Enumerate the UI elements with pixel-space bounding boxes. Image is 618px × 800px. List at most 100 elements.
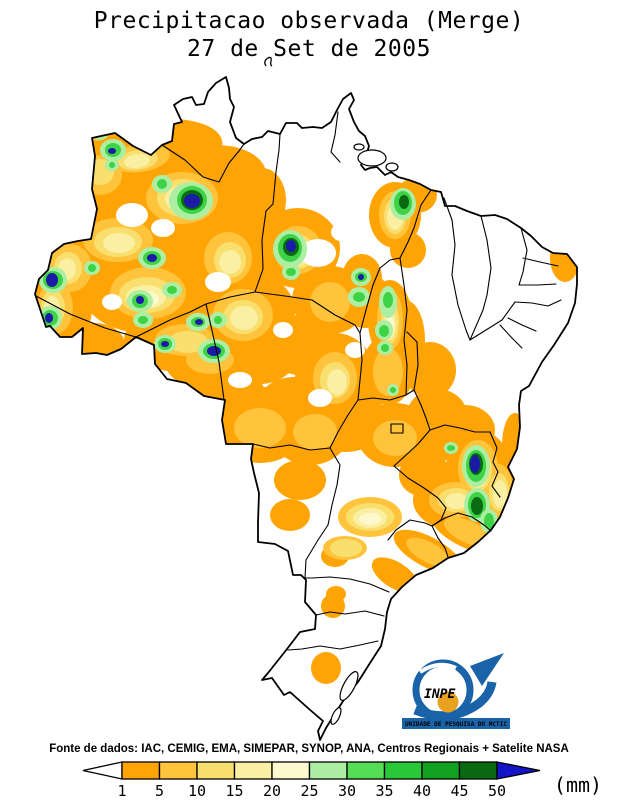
page-title: Precipitacao observada (Merge) — [93, 8, 525, 34]
inpe-logo: INPE UNIDADE DE PESQUISA DO MCTIC — [402, 653, 510, 729]
precip-blob-o — [270, 499, 310, 531]
precip-blob-mg — [353, 292, 365, 302]
precip-blob-n — [207, 346, 221, 356]
precip-blob-o — [502, 413, 528, 477]
precip-blob-mg — [286, 268, 296, 276]
colorbar-tick-label: 45 — [450, 782, 468, 800]
precip-blob-o — [274, 460, 326, 500]
colorbar-tick-label: 50 — [488, 782, 506, 800]
precip-blob-n — [195, 319, 203, 325]
precip-blob-w — [205, 272, 231, 292]
data-source-line: Fonte de dados: IAC, CEMIG, EMA, SIMEPAR… — [49, 743, 569, 755]
colorbar-tick-label: 40 — [413, 782, 431, 800]
precip-blob-mg — [484, 513, 494, 529]
precip-blob-w — [308, 389, 332, 407]
precip-blob-n — [358, 274, 364, 280]
precip-blob-g — [293, 414, 337, 450]
precip-blob-p — [103, 233, 135, 253]
precip-blob-mg — [214, 316, 222, 324]
precip-blob-o — [399, 453, 451, 497]
precip-blob-w — [331, 222, 359, 242]
colorbar-segment — [233, 761, 273, 780]
logo-banner-text: UNIDADE DE PESQUISA DO MCTIC — [405, 721, 507, 728]
precip-blob-p — [493, 480, 507, 508]
colorbar-unit-label: (mm) — [554, 773, 602, 797]
precip-blob-w — [102, 294, 122, 310]
precipitation-field — [35, 114, 577, 684]
precip-blob-n — [45, 313, 53, 323]
logo-banner — [402, 718, 510, 729]
precip-blob-n — [184, 194, 200, 208]
colorbar-segment — [158, 761, 198, 780]
colorbar-segment — [121, 761, 161, 780]
precip-blob-n — [470, 455, 480, 473]
precip-blob-w — [151, 219, 175, 237]
precip-blob-g — [373, 420, 417, 456]
colorbar-segment — [346, 761, 386, 780]
colorbar-tick-label: 35 — [375, 782, 393, 800]
precip-blob-lg — [78, 358, 94, 374]
precip-blob-n — [46, 273, 58, 287]
colorbar-segment — [196, 761, 236, 780]
federal-district-square — [390, 423, 404, 434]
precip-blob-mg — [132, 356, 138, 360]
colorbar-segment — [383, 761, 423, 780]
precip-blob-n — [108, 148, 116, 154]
precip-blob-w — [273, 322, 293, 338]
logo-arrow-head — [470, 653, 504, 686]
precip-blob-p — [230, 306, 258, 330]
precip-blob-n — [161, 341, 169, 347]
colorbar: 1 5 10 15 20 25 30 35 40 45 50 — [82, 761, 541, 800]
colorbar-segment — [271, 761, 311, 780]
precip-blob-mg — [109, 162, 115, 168]
logo-swoosh — [418, 662, 457, 674]
precip-blob-o — [311, 652, 341, 684]
precip-blob-n — [147, 254, 157, 262]
precip-blob-g — [310, 282, 350, 322]
precip-blob-p — [219, 250, 241, 274]
colorbar-under-arrow — [82, 761, 123, 780]
precip-blob-o — [405, 425, 455, 465]
precip-blob-dg — [471, 497, 483, 515]
page-subtitle-date: 27 de Set de 2005 — [187, 36, 431, 62]
precip-blob-g — [406, 537, 450, 567]
precip-blob-o — [550, 234, 577, 282]
precip-blob-dg — [399, 195, 409, 209]
precip-blob-p — [124, 153, 150, 169]
precip-blob-mg — [379, 325, 389, 337]
precip-blob-w — [300, 239, 336, 267]
precip-blob-mg — [157, 179, 167, 189]
precip-blob-mg — [167, 286, 177, 294]
colorbar-tick-label: 15 — [225, 782, 243, 800]
precip-blob-y — [330, 539, 362, 557]
precip-blob-c — [359, 513, 381, 525]
precip-blob-mg — [88, 264, 96, 272]
precip-blob-n — [136, 296, 144, 304]
precip-blob-lg — [128, 353, 142, 363]
state-borders — [35, 111, 562, 651]
logo-orange-ball — [437, 691, 459, 713]
precip-blob-w — [228, 372, 252, 388]
colorbar-tick-label: 20 — [263, 782, 281, 800]
precip-blob-p — [327, 369, 347, 395]
precip-blob-y — [168, 331, 208, 353]
precip-blob-mg — [381, 344, 389, 352]
colorbar-segment — [458, 761, 498, 780]
colorbar-tick-label: 25 — [300, 782, 318, 800]
precip-blob-n — [286, 240, 296, 252]
precip-blob-w — [116, 203, 148, 227]
precip-blob-mg — [447, 445, 455, 451]
precip-blob-p — [445, 493, 469, 509]
colorbar-over-arrow — [496, 761, 541, 780]
precip-blob-o — [390, 232, 426, 268]
logo-inpe-text: INPE — [424, 687, 455, 702]
colorbar-segment — [308, 761, 348, 780]
colorbar-tick-label: 10 — [188, 782, 206, 800]
marajo-islands — [353, 143, 399, 172]
precip-blob-w — [345, 342, 365, 358]
precip-blob-mg — [383, 292, 393, 308]
precip-blob-o — [404, 342, 456, 398]
colorbar-tick-label: 30 — [338, 782, 356, 800]
